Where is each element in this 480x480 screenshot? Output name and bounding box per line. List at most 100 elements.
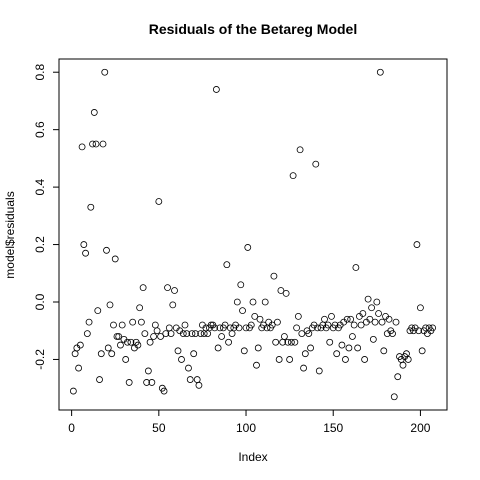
point — [417, 304, 424, 312]
point — [326, 338, 334, 346]
point — [185, 364, 192, 372]
point — [188, 330, 196, 337]
point — [94, 307, 102, 315]
point — [389, 330, 396, 337]
point — [181, 321, 189, 329]
point — [359, 310, 367, 317]
point — [78, 143, 86, 151]
point — [144, 367, 152, 375]
point — [301, 350, 309, 358]
x-tick-label: 0 — [68, 421, 75, 435]
point — [314, 324, 321, 332]
point — [343, 315, 351, 323]
x-tick-label: 50 — [152, 421, 166, 435]
point — [380, 347, 388, 355]
point — [240, 347, 248, 355]
point — [169, 301, 177, 309]
point — [373, 298, 381, 306]
point — [294, 312, 302, 320]
point — [76, 341, 84, 349]
y-tick-label: 0.4 — [33, 178, 47, 195]
point — [92, 140, 100, 148]
point — [80, 241, 88, 248]
point — [129, 318, 137, 326]
point — [104, 344, 112, 352]
point — [82, 249, 89, 257]
point — [429, 324, 437, 332]
point — [106, 301, 114, 309]
point — [239, 307, 246, 315]
point — [385, 315, 393, 323]
point — [307, 344, 314, 352]
y-tick-label: -0.2 — [33, 349, 47, 370]
point — [235, 324, 243, 332]
point — [90, 109, 98, 116]
point — [214, 344, 222, 352]
point — [124, 338, 131, 346]
point — [256, 315, 264, 323]
point — [221, 321, 229, 329]
point — [225, 338, 232, 346]
point — [186, 376, 194, 383]
point — [155, 198, 163, 205]
point — [305, 330, 313, 337]
y-tick-label: 0.8 — [33, 64, 47, 81]
point — [286, 356, 294, 363]
point — [118, 321, 126, 329]
point — [352, 264, 360, 271]
point — [174, 347, 182, 355]
point — [75, 364, 83, 372]
point — [167, 330, 175, 337]
point — [270, 272, 278, 280]
point — [96, 376, 103, 383]
point — [146, 338, 154, 346]
point — [218, 333, 226, 340]
point — [125, 379, 133, 386]
point — [282, 289, 290, 297]
point — [399, 361, 407, 369]
point — [162, 330, 170, 337]
point — [300, 364, 307, 372]
point — [368, 304, 375, 312]
point — [111, 255, 119, 263]
chart-title: Residuals of the Betareg Model — [149, 21, 357, 37]
y-tick-label: 0.6 — [33, 121, 47, 138]
point — [364, 295, 372, 303]
point — [371, 318, 379, 326]
point — [296, 146, 304, 154]
point — [216, 324, 224, 332]
point — [349, 333, 356, 340]
point — [211, 324, 219, 332]
point — [110, 321, 117, 329]
point — [280, 333, 288, 340]
point — [141, 330, 149, 337]
point — [253, 361, 260, 369]
point — [108, 350, 116, 358]
point — [298, 330, 306, 337]
point — [254, 344, 262, 352]
point — [338, 341, 346, 349]
point — [160, 387, 168, 395]
point — [312, 160, 320, 168]
point — [404, 356, 412, 363]
point — [143, 379, 151, 386]
point — [127, 338, 135, 346]
point — [148, 379, 156, 386]
point — [284, 338, 292, 346]
point — [345, 344, 353, 352]
x-axis-label: Index — [238, 450, 267, 464]
point — [321, 315, 328, 323]
point — [134, 341, 142, 349]
point — [97, 350, 105, 358]
point — [328, 312, 335, 320]
point — [150, 333, 157, 340]
point — [183, 330, 191, 337]
point — [85, 318, 93, 326]
point — [153, 327, 161, 335]
point — [375, 310, 382, 317]
point — [268, 321, 276, 329]
point — [178, 356, 185, 363]
point — [99, 140, 107, 148]
point — [390, 393, 398, 401]
